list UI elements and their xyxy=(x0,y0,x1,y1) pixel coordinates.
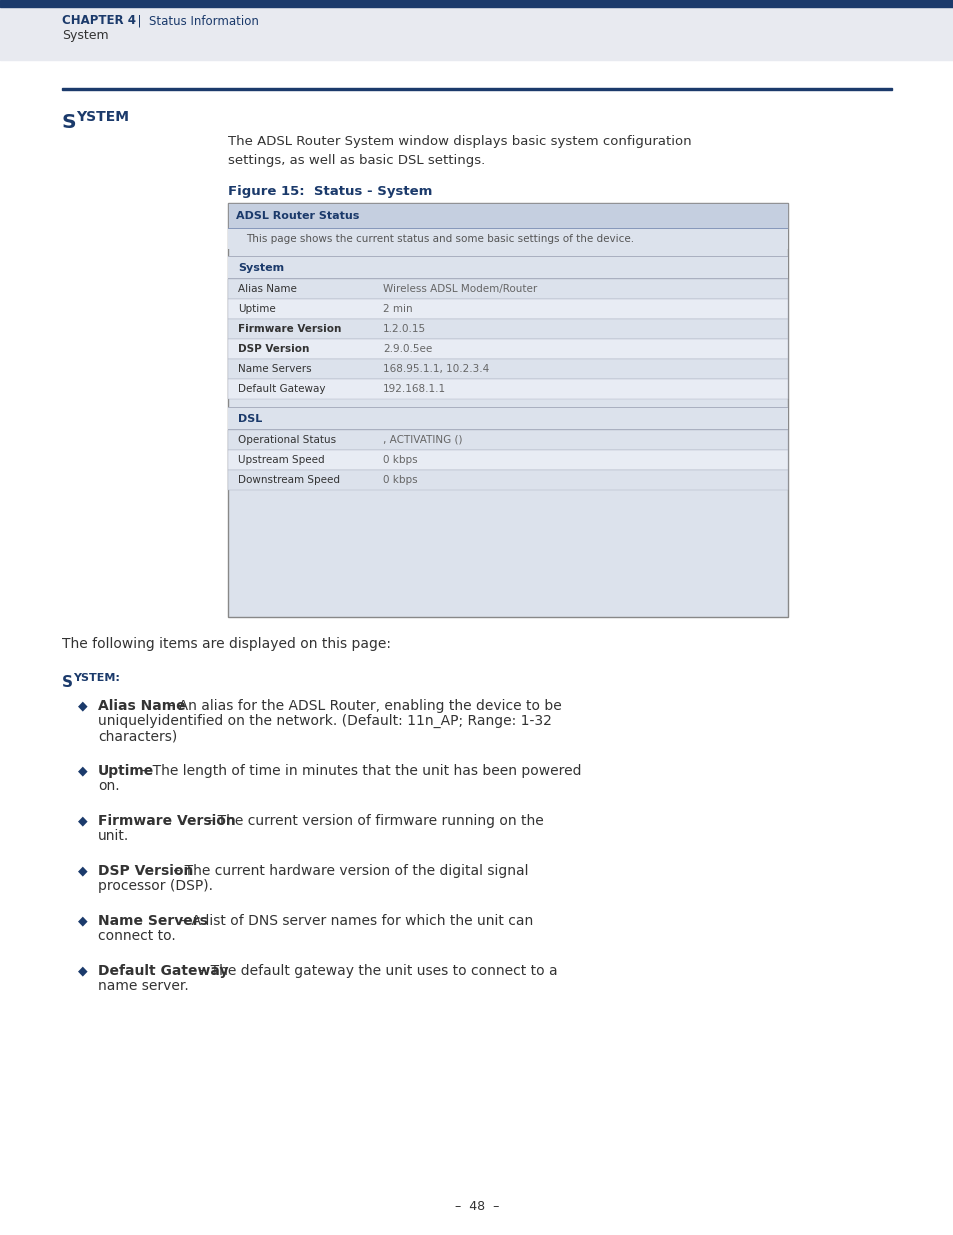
Bar xyxy=(228,257,787,279)
Text: ◆: ◆ xyxy=(78,699,88,713)
Text: YSTEM: YSTEM xyxy=(76,110,129,124)
Text: The ADSL Router System window displays basic system configuration
settings, as w: The ADSL Router System window displays b… xyxy=(228,135,691,167)
Bar xyxy=(228,299,787,319)
Text: Firmware Version: Firmware Version xyxy=(98,814,235,827)
Text: The following items are displayed on this page:: The following items are displayed on thi… xyxy=(62,637,391,651)
Text: Alias Name: Alias Name xyxy=(98,699,186,713)
Text: Name Servers: Name Servers xyxy=(237,364,312,374)
Bar xyxy=(228,450,787,471)
Bar xyxy=(228,379,787,399)
Bar xyxy=(228,359,787,379)
Bar xyxy=(228,228,787,249)
Text: ◆: ◆ xyxy=(78,965,88,977)
Text: processor (DSP).: processor (DSP). xyxy=(98,879,213,893)
Text: – An alias for the ADSL Router, enabling the device to be: – An alias for the ADSL Router, enabling… xyxy=(163,699,561,713)
Bar xyxy=(0,0,953,7)
Text: ADSL Router Status: ADSL Router Status xyxy=(235,211,359,221)
Text: ◆: ◆ xyxy=(78,914,88,927)
Text: Default Gateway: Default Gateway xyxy=(237,384,325,394)
Text: characters): characters) xyxy=(98,729,177,743)
Text: DSP Version: DSP Version xyxy=(98,864,193,878)
Text: – The current hardware version of the digital signal: – The current hardware version of the di… xyxy=(170,864,529,878)
Text: YSTEM:: YSTEM: xyxy=(73,673,120,683)
Text: on.: on. xyxy=(98,779,119,793)
Text: 192.168.1.1: 192.168.1.1 xyxy=(382,384,446,394)
Text: This page shows the current status and some basic settings of the device.: This page shows the current status and s… xyxy=(246,233,634,245)
Text: Upstream Speed: Upstream Speed xyxy=(237,454,324,466)
Text: Downstream Speed: Downstream Speed xyxy=(237,475,339,485)
Text: – The length of time in minutes that the unit has been powered: – The length of time in minutes that the… xyxy=(137,764,581,778)
Text: Alias Name: Alias Name xyxy=(237,284,296,294)
Text: 0 kbps: 0 kbps xyxy=(382,454,417,466)
Text: – The current version of firmware running on the: – The current version of firmware runnin… xyxy=(202,814,543,827)
Bar xyxy=(0,7,953,61)
Text: |  Status Information: | Status Information xyxy=(130,15,258,27)
Bar xyxy=(62,88,891,90)
Text: Default Gateway: Default Gateway xyxy=(98,965,229,978)
Text: 1.2.0.15: 1.2.0.15 xyxy=(382,324,426,333)
Text: Uptime: Uptime xyxy=(237,304,275,314)
Bar xyxy=(228,203,787,228)
Text: connect to.: connect to. xyxy=(98,929,175,944)
Text: Name Servers: Name Servers xyxy=(98,914,208,927)
Text: , ACTIVATING (): , ACTIVATING () xyxy=(382,435,462,445)
Text: Wireless ADSL Modem/Router: Wireless ADSL Modem/Router xyxy=(382,284,537,294)
Text: Firmware Version: Firmware Version xyxy=(237,324,341,333)
Text: Uptime: Uptime xyxy=(98,764,154,778)
Text: S: S xyxy=(62,676,73,690)
Text: –  48  –: – 48 – xyxy=(455,1200,498,1214)
Text: unit.: unit. xyxy=(98,829,129,844)
Text: CHAPTER 4: CHAPTER 4 xyxy=(62,15,136,27)
Text: DSL: DSL xyxy=(237,414,262,424)
Text: 0 kbps: 0 kbps xyxy=(382,475,417,485)
Text: 2.9.0.5ee: 2.9.0.5ee xyxy=(382,345,432,354)
Bar xyxy=(228,471,787,490)
Text: – A list of DNS server names for which the unit can: – A list of DNS server names for which t… xyxy=(175,914,533,927)
Text: System: System xyxy=(62,30,109,42)
Bar xyxy=(228,203,787,618)
Text: uniquelyidentified on the network. (Default: 11n_AP; Range: 1-32: uniquelyidentified on the network. (Defa… xyxy=(98,714,551,729)
Text: S: S xyxy=(62,112,76,132)
Text: Figure 15:  Status - System: Figure 15: Status - System xyxy=(228,185,432,198)
Text: ◆: ◆ xyxy=(78,814,88,827)
Text: System: System xyxy=(237,263,284,273)
Bar xyxy=(228,408,787,430)
Bar xyxy=(228,338,787,359)
Bar xyxy=(228,319,787,338)
Text: Operational Status: Operational Status xyxy=(237,435,335,445)
Text: – The default gateway the unit uses to connect to a: – The default gateway the unit uses to c… xyxy=(195,965,558,978)
Text: name server.: name server. xyxy=(98,979,189,993)
Text: ◆: ◆ xyxy=(78,764,88,777)
Bar xyxy=(228,279,787,299)
Text: 168.95.1.1, 10.2.3.4: 168.95.1.1, 10.2.3.4 xyxy=(382,364,489,374)
Text: ◆: ◆ xyxy=(78,864,88,877)
Bar xyxy=(228,430,787,450)
Text: 2 min: 2 min xyxy=(382,304,413,314)
Text: DSP Version: DSP Version xyxy=(237,345,309,354)
